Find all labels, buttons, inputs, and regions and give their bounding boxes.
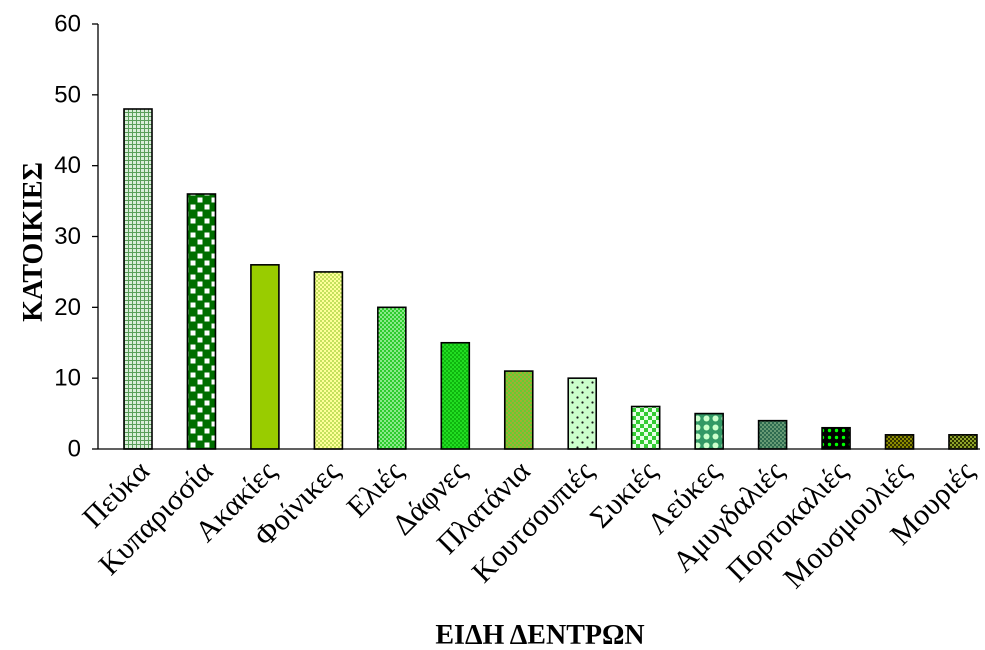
y-tick-label: 50 bbox=[54, 81, 81, 108]
y-tick-label: 40 bbox=[54, 152, 81, 179]
data-bar bbox=[757, 419, 788, 450]
bar-series bbox=[123, 108, 978, 450]
y-tick-label: 60 bbox=[54, 11, 81, 38]
data-bar bbox=[377, 306, 407, 450]
y-tick-label: 10 bbox=[54, 365, 81, 392]
data-bar bbox=[250, 264, 280, 450]
x-axis-labels: ΠεύκαΚυπαρισσίαΑκακίεςΦοίνικεςΕλιέςΔάφνε… bbox=[76, 454, 981, 594]
y-tick-label: 30 bbox=[54, 223, 81, 250]
y-tick-label: 20 bbox=[54, 294, 81, 321]
data-bar bbox=[567, 377, 598, 450]
data-bar bbox=[123, 108, 153, 450]
data-bar bbox=[884, 434, 915, 450]
data-bar bbox=[503, 370, 534, 450]
data-bar bbox=[821, 426, 851, 450]
data-bar bbox=[313, 271, 344, 450]
x-axis-title: ΕΙΔΗ ΔΕΝΤΡΩΝ bbox=[435, 620, 644, 650]
data-bar bbox=[694, 412, 724, 450]
y-axis-title: ΚΑΤΟΙΚΙΕΣ bbox=[18, 162, 49, 322]
y-tick-label: 0 bbox=[68, 436, 81, 463]
data-bar bbox=[630, 405, 661, 450]
data-bar bbox=[186, 193, 217, 450]
data-bar bbox=[948, 434, 978, 450]
y-axis-ticks: 0 10 20 30 40 50 60 bbox=[54, 11, 98, 463]
data-bar bbox=[440, 341, 471, 450]
